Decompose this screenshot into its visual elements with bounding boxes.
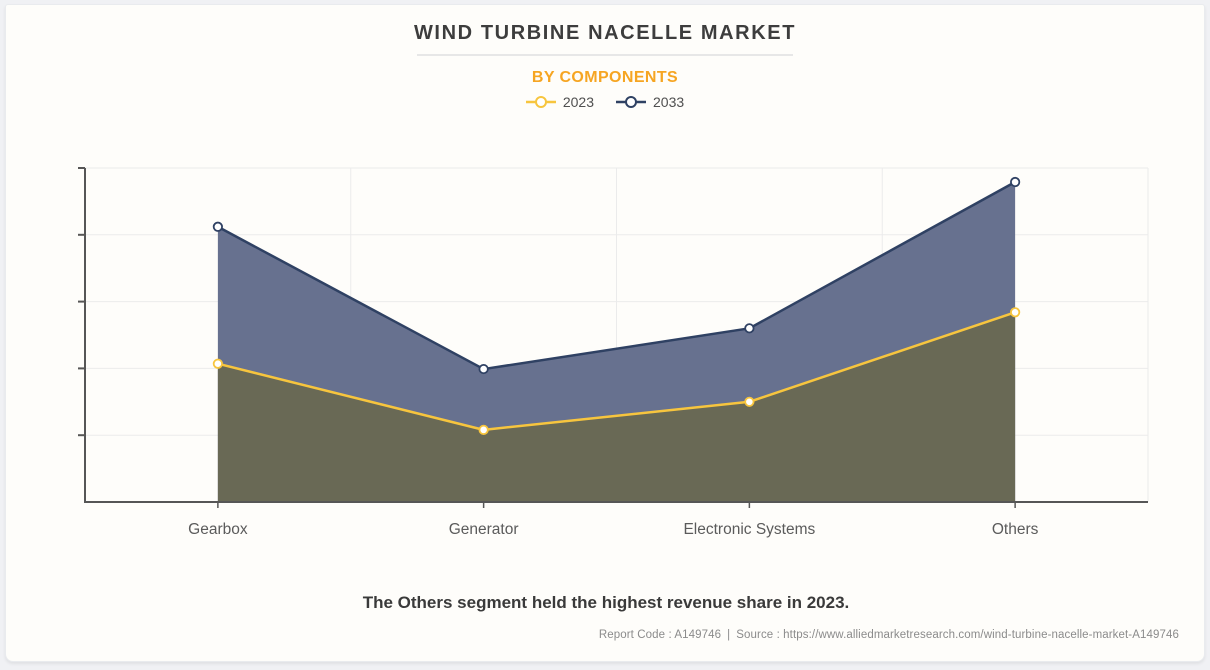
legend-item-2033[interactable]: 2033 xyxy=(616,94,684,110)
source-url: Source : https://www.alliedmarketresearc… xyxy=(736,629,1179,641)
separator: | xyxy=(727,629,731,641)
chart-card: WIND TURBINE NACELLE MARKET BY COMPONENT… xyxy=(5,4,1205,662)
marker-2023-gearbox[interactable] xyxy=(212,358,223,369)
x-axis-label-others: Others xyxy=(992,521,1039,538)
legend: 2023 2033 xyxy=(6,94,1204,110)
legend-label: 2033 xyxy=(653,94,685,110)
chart-header: WIND TURBINE NACELLE MARKET BY COMPONENT… xyxy=(6,22,1204,110)
chart-title: WIND TURBINE NACELLE MARKET xyxy=(413,22,797,44)
x-axis-label-electronic-systems: Electronic Systems xyxy=(683,521,815,538)
source-line: Report Code : A149746 | Source : https://w… xyxy=(599,629,1179,641)
report-code: Report Code : A149746 xyxy=(598,629,722,641)
marker-2033-electronic-systems[interactable] xyxy=(744,323,755,334)
series-2033-line xyxy=(217,180,1016,371)
legend-marker-2033-icon xyxy=(616,96,646,108)
legend-label: 2023 xyxy=(562,94,594,110)
series-2023-line xyxy=(217,311,1016,432)
legend-marker-2023-icon xyxy=(525,96,556,108)
series-2023-area xyxy=(217,312,1016,502)
insight-note: The Others segment held the highest reve… xyxy=(362,593,850,612)
x-axis-label-generator: Generator xyxy=(449,521,519,538)
marker-2023-others[interactable] xyxy=(1010,307,1021,318)
marker-2033-generator[interactable] xyxy=(478,363,489,375)
area-chart[interactable]: Gearbox Generator Electronic Systems Others xyxy=(6,141,1210,551)
marker-2023-generator[interactable] xyxy=(478,424,489,435)
chart-subtitle: BY COMPONENTS xyxy=(531,69,679,86)
series-2023 xyxy=(212,307,1021,502)
legend-item-2023[interactable]: 2023 xyxy=(525,94,594,110)
marker-2033-others[interactable] xyxy=(1010,176,1021,188)
title-divider xyxy=(417,54,793,56)
marker-2023-electronic-systems[interactable] xyxy=(744,396,755,407)
marker-2033-gearbox[interactable] xyxy=(212,221,223,232)
x-axis-label-gearbox: Gearbox xyxy=(188,521,248,538)
